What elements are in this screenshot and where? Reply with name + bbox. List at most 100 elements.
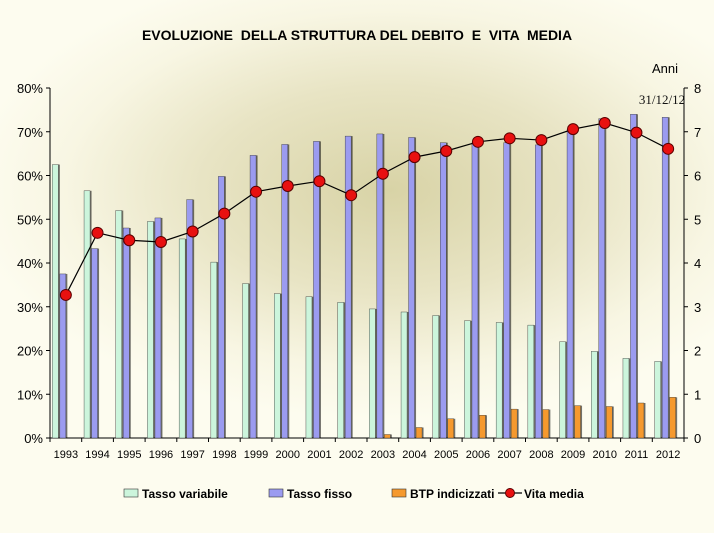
legend-swatch-tasso-fisso [268, 488, 284, 498]
point-vita-media [376, 167, 389, 180]
x-tick-label: 2012 [656, 449, 680, 461]
bar-tasso-variabile [52, 164, 59, 439]
point-vita-media [123, 234, 136, 247]
x-tick-label: 1999 [244, 449, 268, 461]
bar-btp-indicizzati [510, 408, 518, 439]
bar-shadow-tasso-fisso [224, 176, 226, 438]
bar-shadow-tasso-fisso [351, 136, 353, 438]
bar-tasso-fisso [281, 144, 288, 439]
x-tick-label: 2000 [276, 449, 300, 461]
left-tick-label: 20% [17, 344, 43, 359]
bar-tasso-variabile [527, 324, 535, 439]
legend-marker-vita-media [505, 488, 515, 498]
x-tick-label: 2006 [466, 449, 490, 461]
bar-shadow-tasso-fisso [573, 129, 575, 438]
bar-btp-indicizzati [479, 415, 486, 439]
bar-shadow-tasso-variabile [565, 341, 568, 438]
bar-shadow-tasso-fisso [382, 133, 385, 438]
x-tick-label: 2004 [402, 449, 426, 461]
bar-shadow-tasso-fisso [636, 114, 638, 438]
left-tick-label: 80% [17, 81, 43, 96]
bar-tasso-variabile [242, 283, 249, 439]
x-tick-label: 2009 [561, 449, 585, 461]
bar-tasso-fisso [598, 118, 605, 439]
bar-btp-indicizzati [637, 402, 645, 439]
x-tick-label: 1996 [149, 449, 173, 461]
x-tick-label: 1995 [117, 449, 141, 461]
bar-shadow-tasso-fisso [192, 199, 195, 438]
bar-tasso-fisso [59, 273, 67, 439]
x-tick-label: 2003 [371, 449, 395, 461]
right-tick-label: 6 [694, 169, 701, 184]
bar-shadow-btp-indicizzati [548, 409, 551, 438]
bar-shadow-tasso-variabile [248, 283, 251, 438]
point-vita-media [91, 226, 104, 239]
bar-tasso-fisso [661, 117, 669, 439]
bar-tasso-fisso [503, 142, 510, 439]
bar-shadow-tasso-variabile [58, 164, 60, 438]
left-tick-label: 60% [17, 169, 43, 184]
x-tick-label: 1993 [54, 449, 78, 461]
bar-shadow-tasso-fisso [541, 144, 543, 438]
bar-tasso-variabile [210, 261, 218, 439]
bar-shadow-btp-indicizzati [612, 406, 614, 438]
bar-tasso-variabile [495, 322, 503, 439]
bar-tasso-variabile [400, 311, 408, 439]
bar-btp-indicizzati [415, 427, 423, 439]
point-vita-media [250, 185, 263, 198]
bar-shadow-tasso-variabile [438, 315, 441, 438]
point-vita-media [313, 175, 326, 188]
bar-shadow-tasso-variabile [343, 302, 346, 438]
right-tick-label: 1 [694, 387, 701, 402]
bar-shadow-tasso-variabile [280, 293, 282, 438]
bar-shadow-tasso-variabile [375, 308, 377, 438]
legend-swatch-btp-indicizzati [391, 488, 407, 498]
right-tick-label: 5 [694, 212, 701, 227]
bar-tasso-fisso [91, 248, 98, 439]
bar-tasso-fisso [154, 217, 162, 439]
bar-tasso-variabile [115, 210, 122, 439]
bar-shadow-tasso-fisso [668, 117, 670, 438]
bar-shadow-tasso-variabile [185, 238, 187, 438]
bar-shadow-tasso-fisso [97, 248, 100, 438]
bar-shadow-btp-indicizzati [517, 409, 519, 438]
right-tick-label: 3 [694, 300, 701, 315]
bar-btp-indicizzati [542, 409, 550, 439]
bar-shadow-tasso-variabile [502, 322, 504, 438]
bar-tasso-fisso [535, 144, 542, 439]
bar-btp-indicizzati [447, 418, 454, 439]
chart-title: EVOLUZIONE DELLA STRUTTURA DEL DEBITO E … [141, 27, 573, 43]
bar-tasso-fisso [376, 133, 384, 439]
x-tick-label: 2002 [339, 449, 363, 461]
bar-tasso-variabile [432, 315, 439, 439]
point-vita-media [186, 225, 199, 238]
x-tick-label: 1998 [212, 449, 236, 461]
point-vita-media [535, 134, 548, 147]
bar-tasso-fisso [566, 129, 574, 439]
bar-shadow-tasso-fisso [319, 141, 321, 438]
bar-shadow-tasso-fisso [509, 142, 512, 438]
legend-label-tasso-variabile: Tasso variabile [142, 487, 228, 501]
bar-shadow-tasso-variabile [628, 358, 631, 438]
bar-shadow-btp-indicizzati [580, 405, 583, 438]
bar-tasso-fisso [344, 135, 352, 439]
point-vita-media [440, 145, 453, 157]
x-tick-label: 1997 [180, 449, 204, 461]
bar-shadow-tasso-fisso [65, 273, 68, 438]
bar-shadow-tasso-fisso [604, 118, 607, 438]
bar-shadow-btp-indicizzati [485, 415, 487, 438]
bar-tasso-variabile [337, 302, 344, 439]
bar-btp-indicizzati [606, 406, 613, 439]
bar-tasso-variabile [147, 221, 154, 439]
bar-shadow-tasso-fisso [129, 228, 131, 438]
left-tick-label: 10% [17, 387, 43, 402]
bar-tasso-variabile [369, 308, 376, 439]
right-axis-label: Anni [652, 61, 678, 76]
bar-shadow-tasso-variabile [121, 210, 124, 438]
bar-tasso-fisso [471, 142, 479, 439]
point-vita-media [281, 180, 294, 192]
legend-label-tasso-fisso: Tasso fisso [287, 487, 352, 501]
bar-shadow-tasso-fisso [287, 144, 290, 438]
